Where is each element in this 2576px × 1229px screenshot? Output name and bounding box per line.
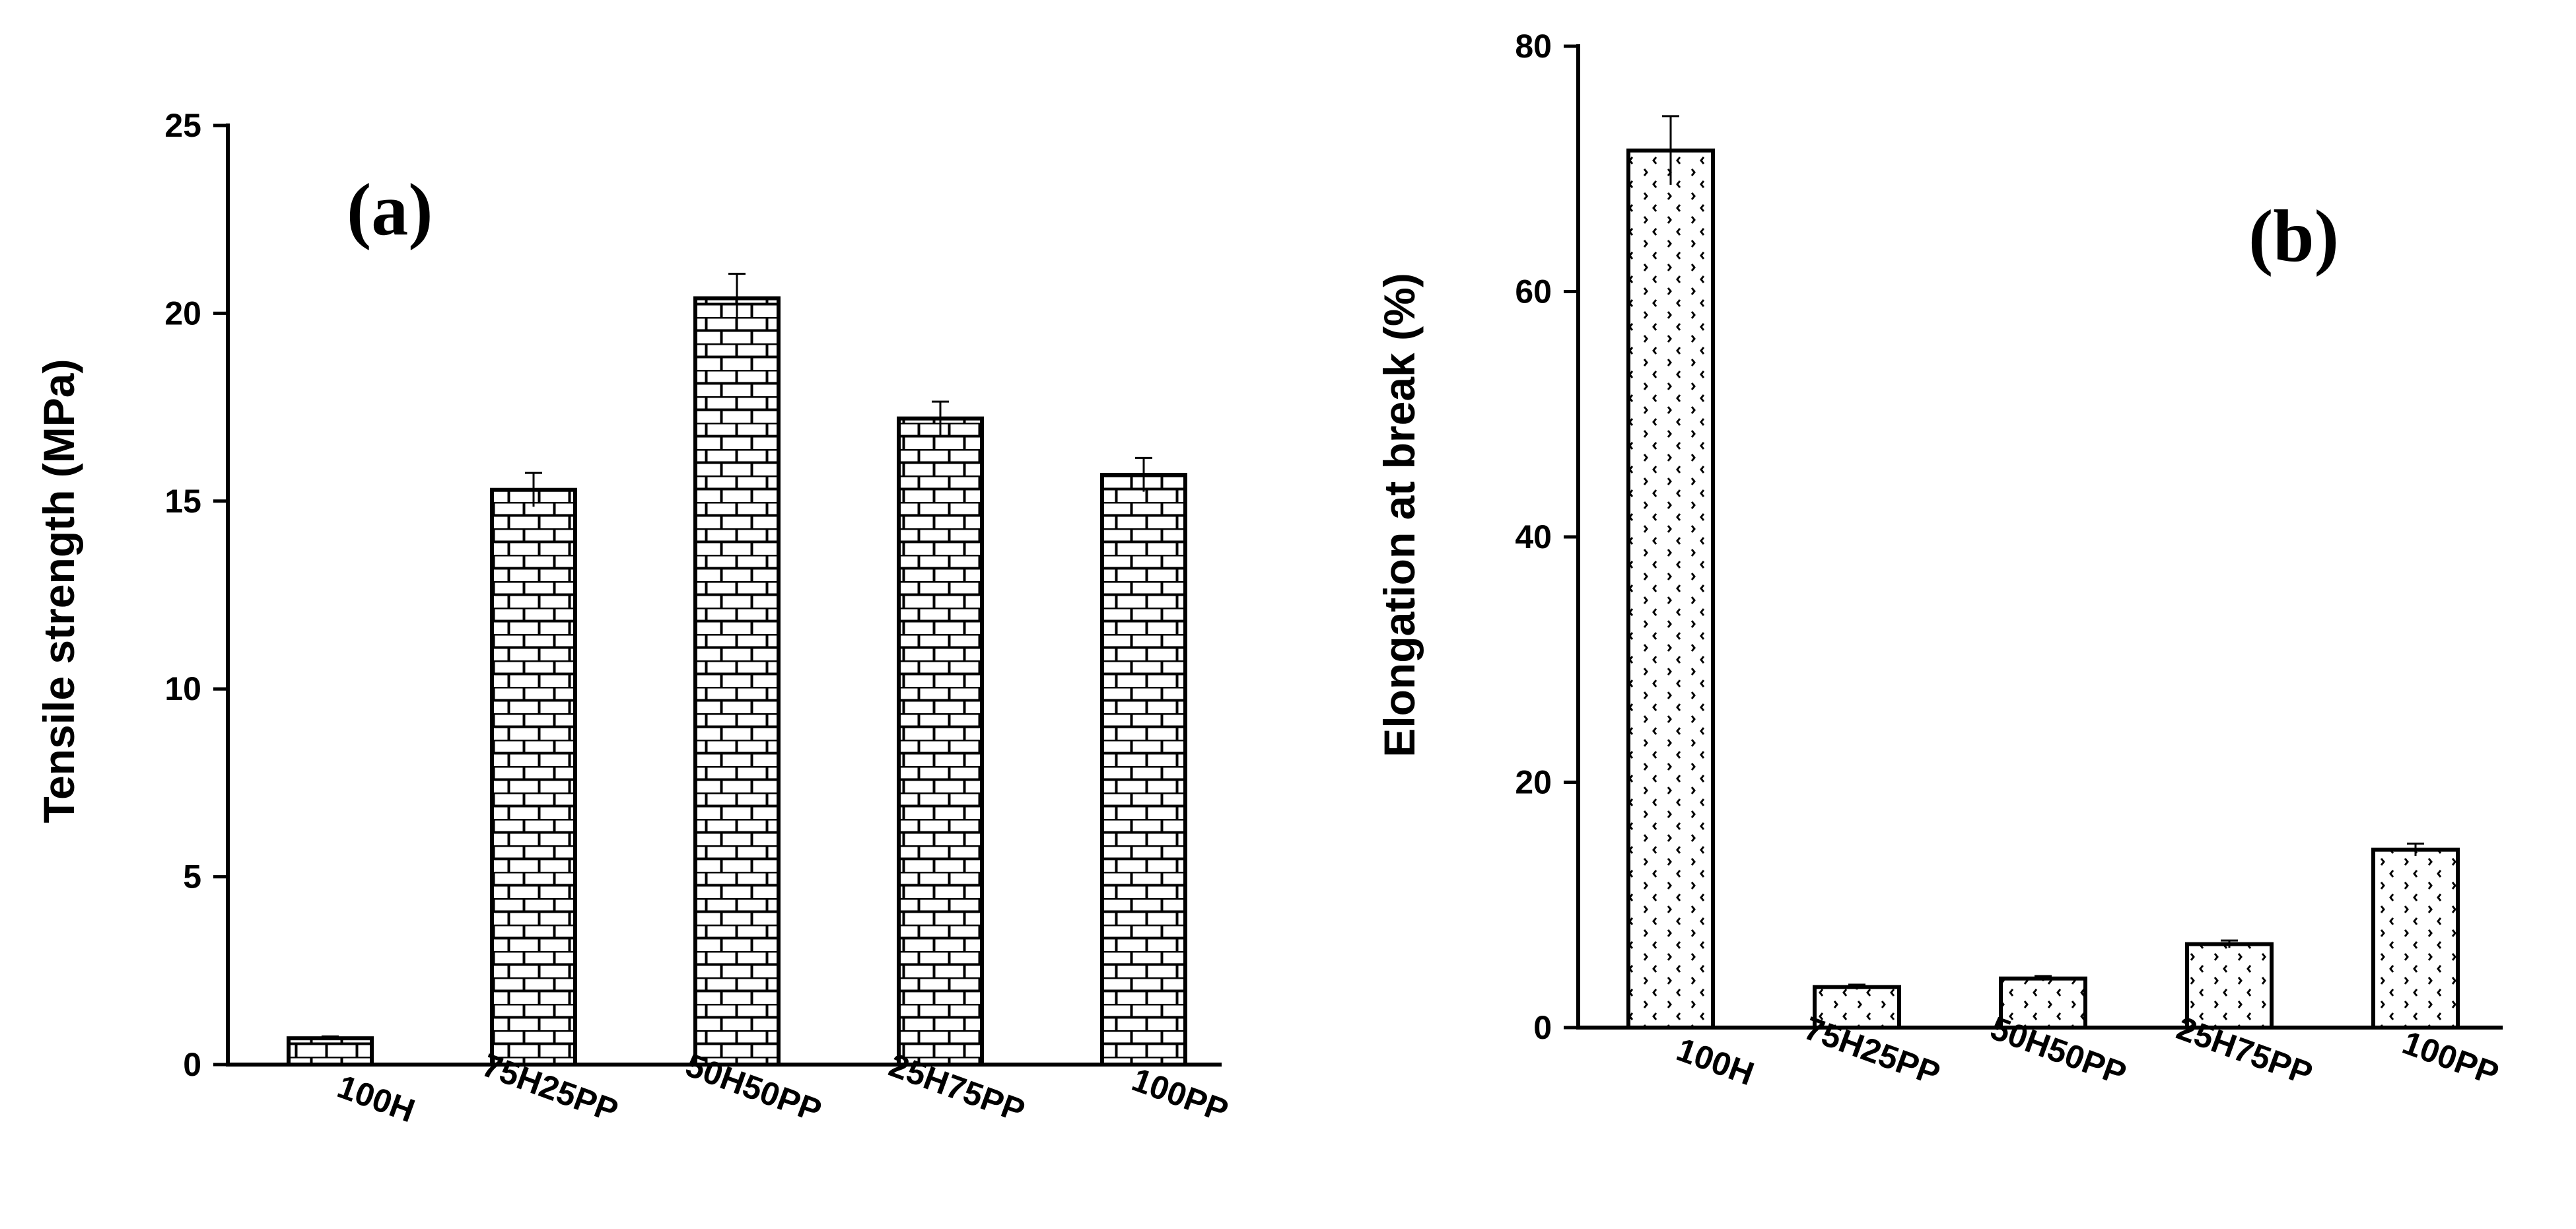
panel-b-bar-50h50pp <box>1999 976 2087 1030</box>
panel-a-bar-25h75pp <box>897 416 984 1067</box>
panel-b-y-tick-label: 60 <box>1515 273 1552 310</box>
panel-a-y-tick-label: 10 <box>164 670 201 707</box>
panel-a-category-label: 100PP <box>1127 1061 1233 1129</box>
panel-b-label: (b) <box>2248 195 2339 277</box>
panel-b-category-label: 100H <box>1672 1031 1758 1093</box>
panel-b-bar-100pp <box>2371 847 2460 1030</box>
panel-b-bar-75h25pp <box>1813 985 1901 1030</box>
panel-b-y-tick-label: 20 <box>1515 764 1552 801</box>
panel-a-y-tick-label: 0 <box>183 1046 201 1083</box>
panel-a-y-tick-label: 20 <box>164 295 201 332</box>
panel-a-bar-75h25pp <box>490 487 577 1067</box>
panel-b-y-tick-label: 0 <box>1533 1009 1552 1046</box>
panel-a-tensile-strength: (a) Tensile strength (MPa) 0 5 10 15 20 25 10… <box>34 107 1233 1129</box>
panel-b-bar-100h <box>1626 148 1715 1030</box>
panel-a-y-axis-label: Tensile strength (MPa) <box>34 359 83 824</box>
panel-a-category-label: 100H <box>333 1068 419 1130</box>
panel-b-y-tick-label: 80 <box>1515 28 1552 65</box>
panel-a-bar-100pp <box>1100 472 1187 1067</box>
panel-a-bar-100h <box>287 1036 374 1067</box>
panel-b-y-axis-label: Elongation at break (%) <box>1375 273 1424 757</box>
panel-b-category-label: 100PP <box>2398 1024 2503 1092</box>
panel-a-bar-50h50pp <box>693 296 781 1067</box>
panel-a-label: (a) <box>347 169 433 251</box>
panel-b-elongation-at-break: (b) Elongation at break (%) 0 20 40 60 80 10… <box>1375 28 2503 1092</box>
panel-a-y-tick-label: 25 <box>164 107 201 144</box>
panel-b-y-tick-label: 40 <box>1515 518 1552 555</box>
panel-a-y-tick-label: 15 <box>164 483 201 520</box>
panel-a-y-tick-label: 5 <box>183 859 201 895</box>
